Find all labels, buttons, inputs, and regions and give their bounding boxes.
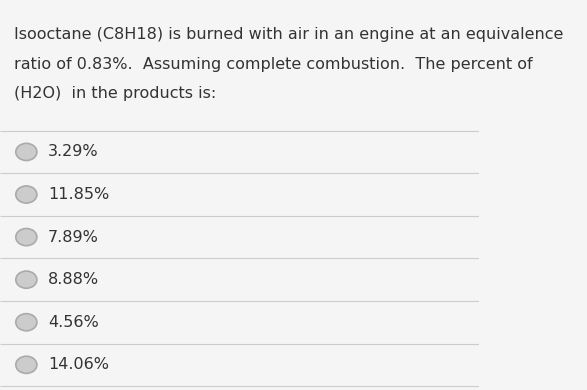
Text: (H2O)  in the products is:: (H2O) in the products is:	[14, 86, 217, 101]
Circle shape	[16, 271, 37, 288]
Text: ratio of 0.83%.  Assuming complete combustion.  The percent of: ratio of 0.83%. Assuming complete combus…	[14, 57, 533, 71]
Text: 14.06%: 14.06%	[48, 357, 109, 372]
Circle shape	[16, 229, 37, 246]
Circle shape	[16, 314, 37, 331]
Text: 11.85%: 11.85%	[48, 187, 109, 202]
Circle shape	[16, 144, 37, 161]
Text: 7.89%: 7.89%	[48, 230, 99, 245]
Circle shape	[16, 186, 37, 203]
Text: 3.29%: 3.29%	[48, 144, 99, 160]
Text: Isooctane (C8H18) is burned with air in an engine at an equivalence: Isooctane (C8H18) is burned with air in …	[14, 27, 564, 42]
Circle shape	[16, 356, 37, 373]
Text: 8.88%: 8.88%	[48, 272, 99, 287]
Text: 4.56%: 4.56%	[48, 315, 99, 330]
